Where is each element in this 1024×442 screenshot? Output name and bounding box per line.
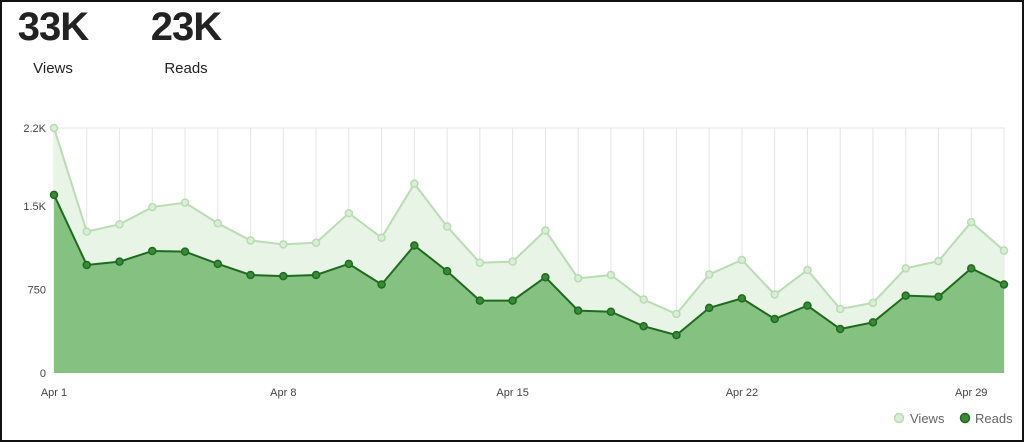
x-tick-label: Apr 15 (496, 387, 528, 399)
x-tick-label: Apr 29 (955, 387, 987, 399)
point-views[interactable] (868, 298, 878, 308)
point-reads[interactable] (934, 292, 943, 301)
reads-total: 23K (150, 5, 222, 49)
point-reads[interactable] (901, 291, 910, 300)
point-views[interactable] (803, 265, 812, 275)
reads-label: Reads (164, 60, 208, 77)
point-views[interactable] (377, 233, 386, 242)
point-reads[interactable] (377, 280, 386, 289)
point-reads[interactable] (835, 324, 845, 334)
point-views[interactable] (49, 123, 59, 133)
point-views[interactable] (148, 202, 157, 212)
point-reads[interactable] (508, 296, 517, 305)
point-reads[interactable] (868, 318, 878, 327)
point-views[interactable] (410, 179, 419, 188)
line-reads (53, 194, 1005, 337)
point-views[interactable] (180, 198, 190, 207)
y-tick-label: 2.2K (23, 123, 46, 135)
legend-reads[interactable]: Reads (975, 411, 1013, 426)
point-reads[interactable] (213, 259, 223, 269)
point-reads[interactable] (803, 301, 812, 310)
point-views[interactable] (311, 238, 321, 247)
legend-reads-marker (959, 412, 971, 424)
point-reads[interactable] (770, 314, 779, 324)
views-total: 33K (17, 5, 89, 49)
legend-views[interactable]: Views (910, 411, 945, 426)
point-reads[interactable] (999, 280, 1009, 289)
point-views[interactable] (82, 227, 92, 236)
point-views[interactable] (999, 246, 1009, 255)
point-reads[interactable] (246, 270, 255, 280)
point-views[interactable] (901, 264, 910, 273)
point-views[interactable] (966, 217, 976, 227)
point-reads[interactable] (344, 259, 354, 269)
views-label: Views (33, 60, 73, 77)
point-reads[interactable] (148, 246, 157, 256)
reads-stat: 23K Reads (148, 4, 224, 77)
point-reads[interactable] (180, 247, 190, 256)
point-views[interactable] (442, 222, 452, 231)
point-reads[interactable] (410, 241, 419, 250)
point-reads[interactable] (672, 330, 681, 340)
point-views[interactable] (279, 240, 288, 249)
point-reads[interactable] (541, 272, 550, 282)
x-tick-label: Apr 8 (270, 387, 296, 399)
point-views[interactable] (246, 236, 255, 245)
point-reads[interactable] (311, 270, 321, 280)
point-reads[interactable] (475, 296, 485, 305)
point-views[interactable] (475, 258, 485, 267)
y-tick-label: 0 (40, 368, 46, 380)
point-reads[interactable] (82, 260, 92, 270)
point-reads[interactable] (606, 307, 616, 316)
views-stat: 33K Views (14, 4, 92, 77)
point-views[interactable] (573, 274, 583, 283)
point-views[interactable] (770, 290, 779, 299)
point-views[interactable] (672, 309, 681, 319)
point-reads[interactable] (737, 294, 747, 303)
legend: Views Reads (893, 411, 1013, 426)
y-tick-label: 1.5K (23, 201, 46, 213)
point-reads[interactable] (704, 303, 714, 313)
legend-views-marker (893, 412, 905, 424)
x-tick-label: Apr 1 (41, 387, 67, 399)
point-views[interactable] (704, 270, 714, 279)
x-tick-label: Apr 22 (726, 387, 758, 399)
point-views[interactable] (213, 218, 223, 228)
point-views[interactable] (344, 208, 354, 218)
point-views[interactable] (541, 226, 550, 235)
point-views[interactable] (737, 255, 747, 265)
point-views[interactable] (508, 257, 517, 266)
y-tick-label: 750 (28, 284, 46, 296)
area-reads (54, 194, 1004, 373)
point-reads[interactable] (573, 306, 583, 315)
point-reads[interactable] (279, 271, 288, 281)
point-reads[interactable] (966, 264, 976, 273)
line-views (53, 127, 1005, 316)
point-views[interactable] (934, 256, 943, 266)
point-views[interactable] (639, 295, 648, 304)
point-reads[interactable] (639, 321, 648, 331)
point-reads[interactable] (115, 257, 124, 266)
point-reads[interactable] (49, 190, 59, 200)
point-reads[interactable] (442, 266, 452, 276)
point-views[interactable] (835, 304, 845, 314)
point-views[interactable] (606, 270, 616, 280)
point-views[interactable] (115, 220, 124, 229)
